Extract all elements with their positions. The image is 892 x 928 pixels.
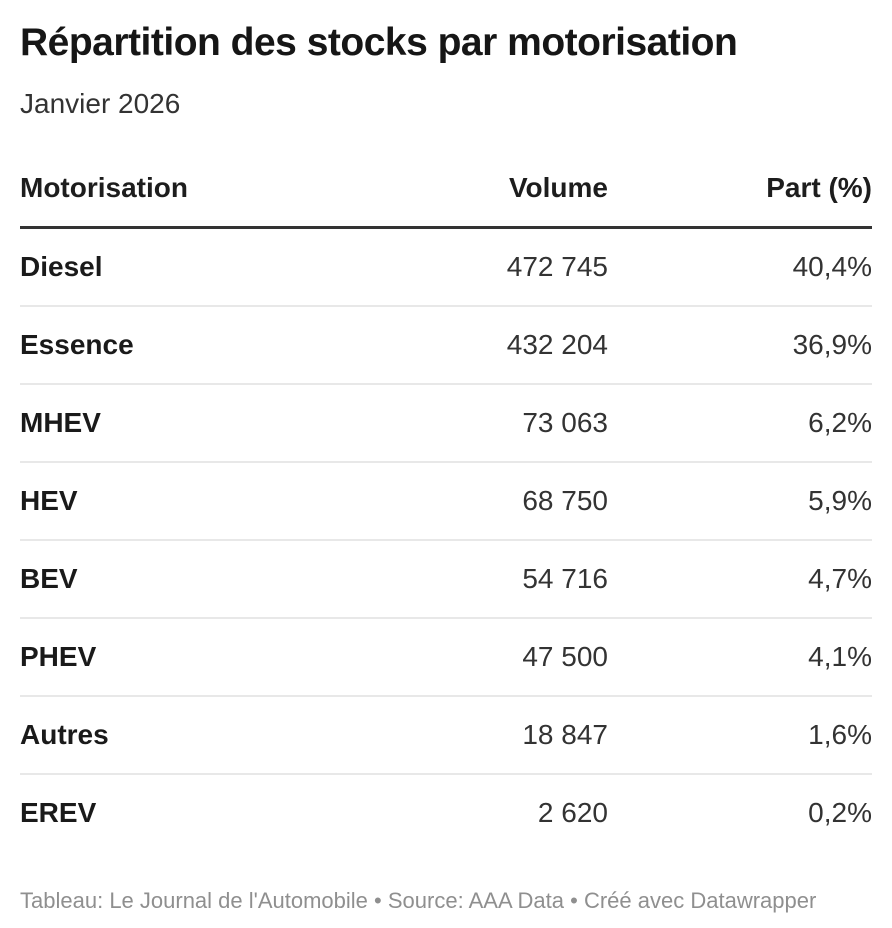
- table-header: Motorisation Volume Part (%): [20, 160, 872, 228]
- table-header-row: Motorisation Volume Part (%): [20, 160, 872, 228]
- row-motorisation: Autres: [20, 719, 109, 751]
- table-row: PHEV 47 500 4,1%: [20, 618, 872, 697]
- table-row: Autres 18 847 1,6%: [20, 696, 872, 775]
- row-motorisation: BEV: [20, 563, 78, 595]
- row-volume: 18 847: [522, 719, 608, 751]
- row-volume: 54 716: [522, 563, 608, 595]
- table-row: HEV 68 750 5,9%: [20, 462, 872, 541]
- row-part: 6,2%: [808, 407, 872, 439]
- row-part: 0,2%: [808, 797, 872, 829]
- source-name: AAA Data: [468, 888, 564, 914]
- row-part: 36,9%: [792, 329, 872, 361]
- row-motorisation: EREV: [20, 797, 97, 829]
- row-volume: 73 063: [522, 407, 608, 439]
- row-motorisation: MHEV: [20, 407, 101, 439]
- table-row: Essence 432 204 36,9%: [20, 306, 872, 385]
- table-row: BEV 54 716 4,7%: [20, 540, 872, 619]
- byline: Le Journal de l'Automobile: [109, 888, 368, 914]
- row-motorisation: Essence: [20, 329, 134, 361]
- row-volume: 432 204: [506, 329, 608, 361]
- table-body: Diesel 472 745 40,4% Essence 432 204 36,…: [20, 228, 872, 852]
- row-part: 40,4%: [792, 251, 872, 283]
- row-part: 4,7%: [808, 563, 872, 595]
- row-volume: 472 745: [506, 251, 608, 283]
- column-header-volume: Volume: [508, 172, 608, 204]
- row-volume: 2 620: [537, 797, 608, 829]
- table-row: EREV 2 620 0,2%: [20, 774, 872, 851]
- row-volume: 68 750: [522, 485, 608, 517]
- column-header-motorisation: Motorisation: [20, 172, 188, 204]
- row-motorisation: PHEV: [20, 641, 97, 673]
- created-with-label: Créé avec: [583, 888, 685, 914]
- row-part: 5,9%: [808, 485, 872, 517]
- column-header-part: Part (%): [766, 172, 872, 204]
- row-motorisation: HEV: [20, 485, 78, 517]
- footer-separator: •: [374, 888, 382, 914]
- row-part: 1,6%: [808, 719, 872, 751]
- page-subtitle: Janvier 2026: [20, 87, 181, 119]
- table-row: Diesel 472 745 40,4%: [20, 228, 872, 307]
- attribution-footer: Tableau: Le Journal de l'Automobile • So…: [20, 887, 872, 916]
- table-row: MHEV 73 063 6,2%: [20, 384, 872, 463]
- footer-separator: •: [570, 888, 578, 914]
- table-credit-label: Tableau:: [20, 888, 104, 914]
- stocks-table: Motorisation Volume Part (%) Diesel 472 …: [20, 160, 872, 851]
- source-label: Source:: [387, 888, 464, 914]
- page-title: Répartition des stocks par motorisation: [20, 21, 738, 64]
- row-motorisation: Diesel: [20, 251, 103, 283]
- row-part: 4,1%: [808, 641, 872, 673]
- row-volume: 47 500: [522, 641, 608, 673]
- datawrapper-link[interactable]: Datawrapper: [690, 888, 817, 914]
